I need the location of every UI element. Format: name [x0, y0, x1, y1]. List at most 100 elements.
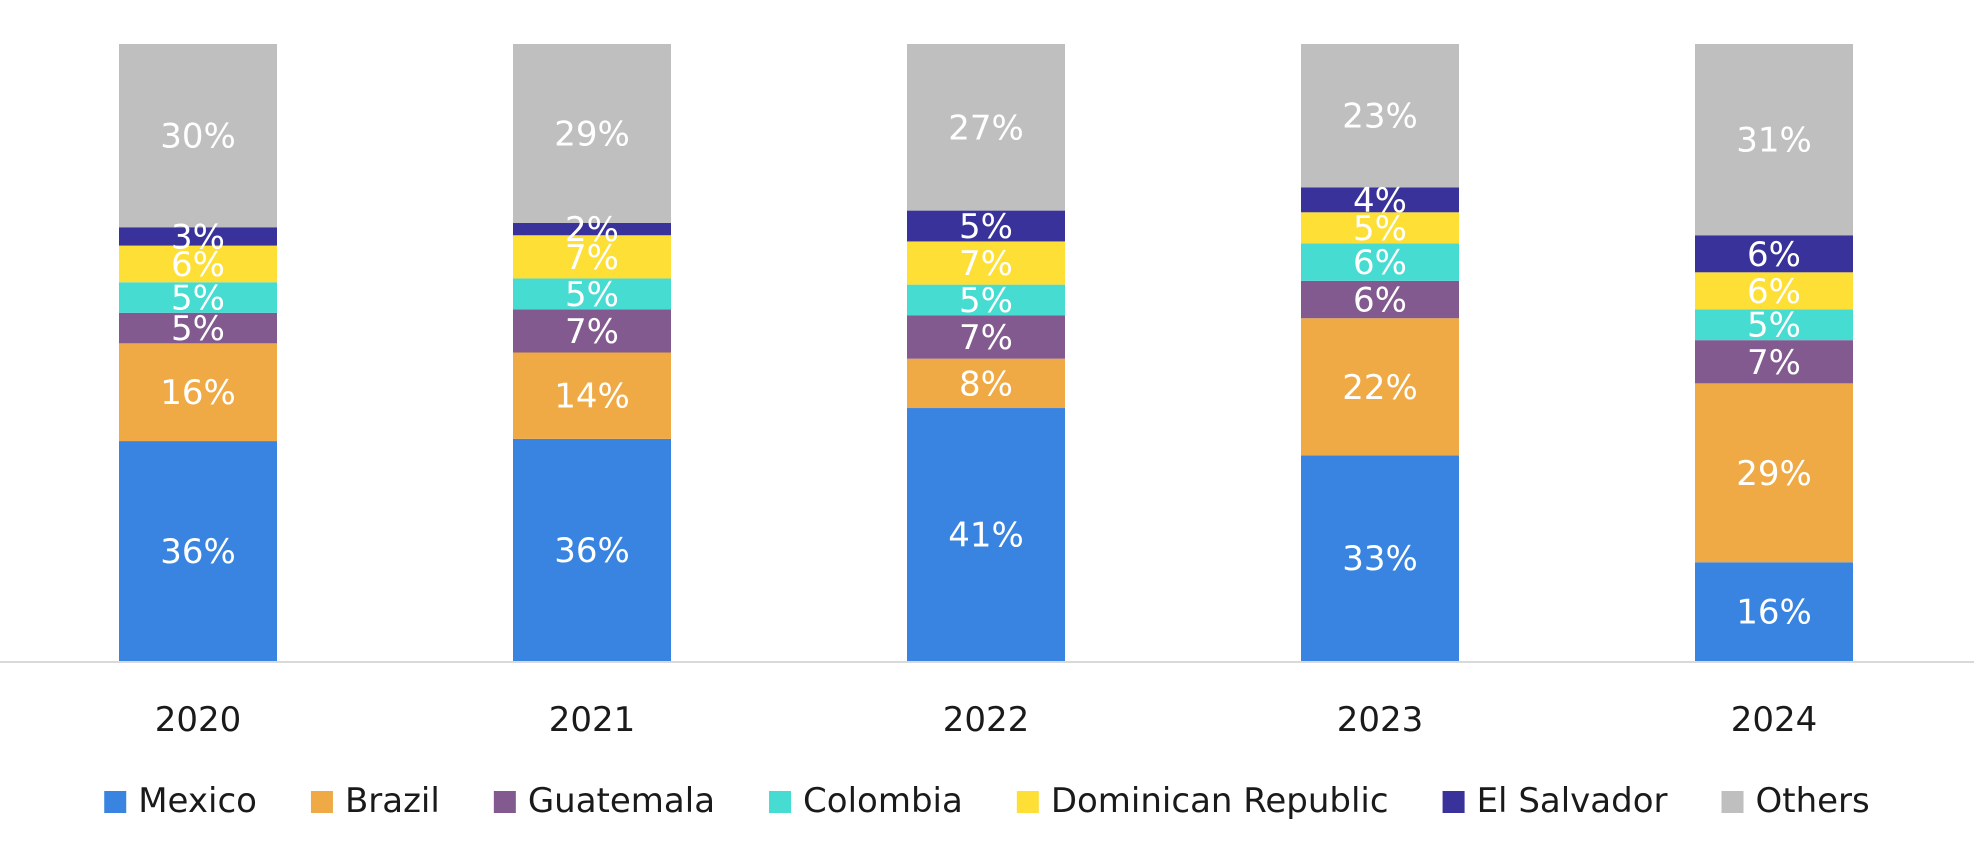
legend-swatch-mexico	[104, 791, 127, 813]
legend-item-others: Others	[1721, 781, 1870, 821]
bar-segment-2021-guatemala	[513, 309, 671, 353]
bar-segment-2020-dominican-republic	[119, 245, 277, 283]
bar-segment-2023-brazil	[1301, 318, 1459, 456]
bar-segment-2020-colombia	[119, 282, 277, 313]
data-label-2024-el-salvador: 6%	[1747, 235, 1801, 275]
data-label-2020-others: 30%	[160, 117, 236, 157]
legend-swatch-colombia	[769, 791, 792, 813]
data-label-2022-others: 27%	[948, 108, 1024, 148]
data-label-2020-brazil: 16%	[160, 373, 236, 413]
bar-segment-2024-el-salvador	[1695, 235, 1853, 273]
segment-labels-group: 36%16%5%5%6%3%30%36%14%7%5%7%2%29%41%8%7…	[160, 97, 1812, 633]
legend-label-dominican-republic: Dominican Republic	[1051, 781, 1389, 821]
bar-segment-2024-colombia	[1695, 309, 1853, 341]
legend-item-mexico: Mexico	[104, 781, 257, 821]
data-label-2020-mexico: 36%	[160, 532, 236, 572]
data-label-2020-colombia: 5%	[171, 279, 225, 319]
data-label-2023-brazil: 22%	[1342, 368, 1418, 408]
legend-item-colombia: Colombia	[769, 781, 963, 821]
legend-item-guatemala: Guatemala	[493, 781, 715, 821]
bar-segment-2023-dominican-republic	[1301, 212, 1459, 244]
bar-segment-2022-el-salvador	[907, 210, 1065, 242]
data-label-2023-colombia: 6%	[1353, 243, 1407, 283]
x-tick-label-2024: 2024	[1731, 700, 1818, 740]
legend-item-dominican-republic: Dominican Republic	[1016, 781, 1389, 821]
bar-segment-2020-brazil	[119, 343, 277, 442]
data-label-2020-el-salvador: 3%	[171, 217, 225, 257]
legend-swatch-others	[1721, 791, 1744, 813]
data-label-2022-el-salvador: 5%	[959, 207, 1013, 247]
legend-label-el-salvador: El Salvador	[1477, 781, 1668, 821]
data-label-2022-colombia: 5%	[959, 281, 1013, 321]
data-label-2024-mexico: 16%	[1736, 593, 1812, 633]
bar-segment-2021-el-salvador	[513, 222, 671, 236]
legend-label-brazil: Brazil	[345, 781, 440, 821]
x-tick-label-2022: 2022	[943, 700, 1030, 740]
bar-segment-2022-others	[907, 44, 1065, 211]
data-label-2024-others: 31%	[1736, 121, 1812, 161]
bar-segment-2022-guatemala	[907, 315, 1065, 359]
data-label-2021-mexico: 36%	[554, 531, 630, 571]
x-tick-label-2021: 2021	[549, 700, 636, 740]
data-label-2023-dominican-republic: 5%	[1353, 209, 1407, 249]
bar-segment-2022-dominican-republic	[907, 241, 1065, 285]
bar-segment-2021-dominican-republic	[513, 235, 671, 279]
x-tick-labels-group: 2020 2021 2022 2023 2024	[155, 700, 1818, 740]
x-tick-label-2023: 2023	[1337, 700, 1424, 740]
data-label-2021-others: 29%	[554, 114, 630, 154]
bar-segment-2023-colombia	[1301, 243, 1459, 281]
data-label-2024-colombia: 5%	[1747, 306, 1801, 346]
bar-segment-2023-el-salvador	[1301, 187, 1459, 213]
bar-segment-2020-guatemala	[119, 312, 277, 344]
data-label-2023-guatemala: 6%	[1353, 281, 1407, 321]
bar-segment-2022-brazil	[907, 358, 1065, 409]
data-label-2020-guatemala: 5%	[171, 309, 225, 349]
bar-segment-2021-mexico	[513, 438, 671, 661]
bar-segment-2022-mexico	[907, 408, 1065, 661]
data-label-2021-el-salvador: 2%	[565, 210, 619, 250]
legend-item-brazil: Brazil	[310, 781, 440, 821]
data-label-2022-brazil: 8%	[959, 364, 1013, 404]
legend-swatch-brazil	[310, 791, 333, 813]
legend-label-guatemala: Guatemala	[528, 781, 715, 821]
legend-label-others: Others	[1756, 781, 1870, 821]
bar-segment-2021-others	[513, 44, 671, 223]
data-label-2021-brazil: 14%	[554, 377, 630, 417]
bar-segment-2021-brazil	[513, 352, 671, 439]
bar-segment-2021-colombia	[513, 278, 671, 310]
legend-item-el-salvador: El Salvador	[1442, 781, 1668, 821]
bar-segment-2022-colombia	[907, 284, 1065, 316]
bar-segment-2024-others	[1695, 44, 1853, 236]
data-label-2022-guatemala: 7%	[959, 318, 1013, 358]
bar-segment-2020-others	[119, 44, 277, 228]
data-label-2020-dominican-republic: 6%	[171, 245, 225, 285]
bar-segment-2020-mexico	[119, 441, 277, 661]
data-label-2023-el-salvador: 4%	[1353, 181, 1407, 221]
bar-segment-2024-brazil	[1695, 383, 1853, 563]
bar-segment-2024-guatemala	[1695, 340, 1853, 384]
legend-swatch-dominican-republic	[1016, 791, 1039, 813]
data-label-2024-dominican-republic: 6%	[1747, 272, 1801, 312]
bar-segment-2023-mexico	[1301, 455, 1459, 661]
data-label-2023-others: 23%	[1342, 97, 1418, 137]
data-label-2021-dominican-republic: 7%	[565, 238, 619, 278]
data-label-2021-guatemala: 7%	[565, 312, 619, 352]
bar-segment-2023-guatemala	[1301, 280, 1459, 319]
data-label-2024-guatemala: 7%	[1747, 343, 1801, 383]
data-label-2022-mexico: 41%	[948, 516, 1024, 556]
bars-group	[119, 44, 1853, 661]
bar-segment-2024-mexico	[1695, 562, 1853, 661]
legend-label-colombia: Colombia	[803, 781, 963, 821]
legend: Mexico Brazil Guatemala Colombia Dominican R…	[104, 781, 1870, 821]
data-label-2024-brazil: 29%	[1736, 454, 1812, 494]
data-label-2022-dominican-republic: 7%	[959, 244, 1013, 284]
data-label-2021-colombia: 5%	[565, 275, 619, 315]
legend-swatch-el-salvador	[1442, 791, 1465, 813]
x-tick-label-2020: 2020	[155, 700, 242, 740]
data-label-2023-mexico: 33%	[1342, 539, 1418, 579]
legend-swatch-guatemala	[493, 791, 516, 813]
legend-label-mexico: Mexico	[138, 781, 257, 821]
bar-segment-2024-dominican-republic	[1695, 272, 1853, 310]
